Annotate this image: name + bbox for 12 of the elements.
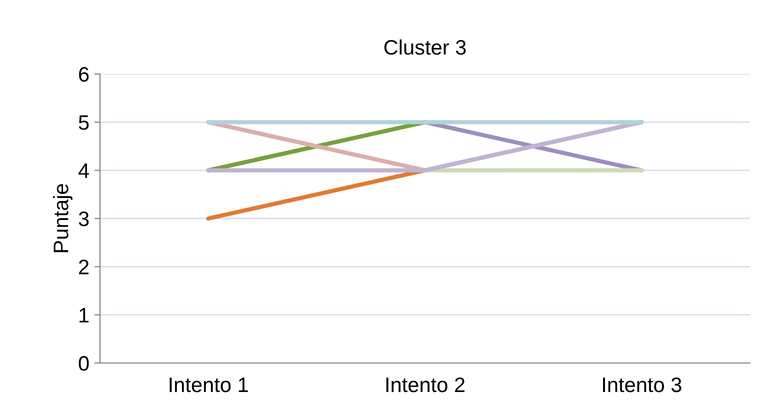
y-tick-label: 4 (78, 164, 89, 178)
y-tick-label: 5 (78, 115, 89, 130)
y-tick-label: 1 (80, 308, 89, 322)
x-tick-label: Intento 1 (170, 378, 248, 392)
y-tick-label: 0 (78, 356, 89, 371)
y-axis-title: Puntaje (53, 184, 72, 252)
y-tick-label: 2 (79, 260, 89, 274)
chart-title: Cluster 3 (384, 39, 466, 55)
y-tick-label: 3 (78, 212, 89, 226)
x-tick-label: Intento 2 (386, 377, 464, 392)
x-tick-label: Intento 3 (603, 377, 682, 392)
y-tick-label: 6 (79, 67, 89, 82)
